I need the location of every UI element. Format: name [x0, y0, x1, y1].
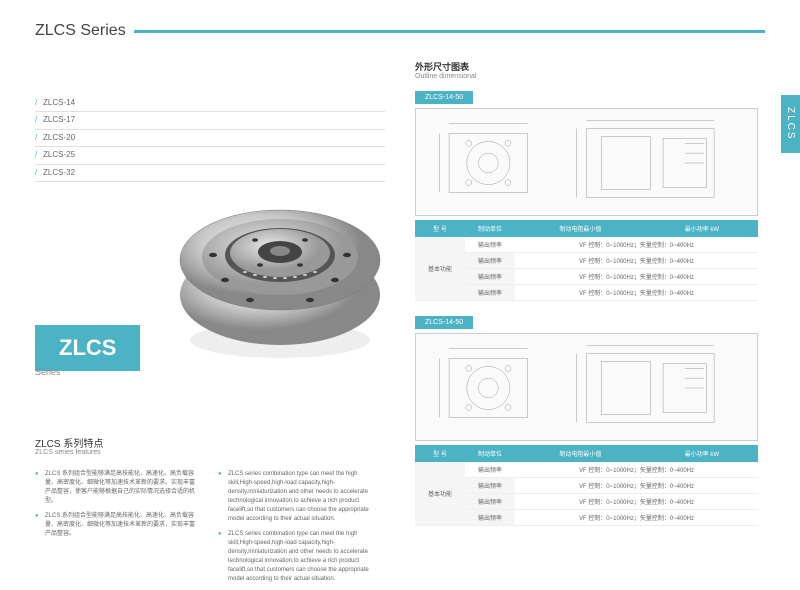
technical-drawing: [415, 333, 758, 441]
th: 制动电阻最小值: [515, 220, 646, 237]
table-row: 输出频率VF 控制：0~1000Hz；矢量控制：0~400Hz: [415, 478, 758, 494]
right-column: 外形尺寸图表 Outline dimensional ZLCS-14-50 型 …: [415, 60, 758, 536]
table-header-row: 型 号 制动单位 制动电阻最小值 最小功率 kW: [415, 220, 758, 237]
th: 最小功率 kW: [646, 220, 758, 237]
side-tab: ZLCS: [781, 95, 800, 153]
section-cell: 基本功能: [415, 237, 465, 301]
th: 制动电阻最小值: [515, 445, 646, 462]
cell: VF 控制：0~1000Hz；矢量控制：0~400Hz: [515, 494, 758, 510]
features-col-left: ZLCS 系列组合型能够满足高技能化、高速化、高负载容量、高密度化、细微化等加速…: [35, 470, 200, 590]
product-image: [165, 165, 395, 375]
outline-title-cn: 外形尺寸图表: [415, 60, 758, 73]
spec-table: 型 号 制动单位 制动电阻最小值 最小功率 kW 基本功能输出频率VF 控制：0…: [415, 220, 758, 301]
cell: 输出频率: [465, 478, 515, 494]
left-column: ZLCS-14 ZLCS-17 ZLCS-20 ZLCS-25 ZLCS-32 …: [35, 95, 385, 182]
outline-title-en: Outline dimensional: [415, 73, 758, 80]
cell: VF 控制：0~1000Hz；矢量控制：0~400Hz: [515, 237, 758, 253]
feature-item: ZLCS series combination type can meet th…: [218, 470, 383, 524]
cell: VF 控制：0~1000Hz；矢量控制：0~400Hz: [515, 269, 758, 285]
cell: 输出频率: [465, 285, 515, 301]
table-header-row: 型 号 制动单位 制动电阻最小值 最小功率 kW: [415, 445, 758, 462]
header-rule: [134, 30, 765, 33]
table-row: 输出频率VF 控制：0~1000Hz；矢量控制：0~400Hz: [415, 253, 758, 269]
page-header: ZLCS Series: [35, 22, 765, 40]
cell: 输出频率: [465, 462, 515, 478]
table-row: 基本功能输出频率VF 控制：0~1000Hz；矢量控制：0~400Hz: [415, 237, 758, 253]
th: 型 号: [415, 445, 465, 462]
feature-item: ZLCS 系列组合型能够满足高技能化、高速化、高负载容量、高密度化、细微化等加速…: [35, 470, 200, 506]
model-item[interactable]: ZLCS-25: [35, 147, 385, 164]
cell: 输出频率: [465, 269, 515, 285]
th: 最小功率 kW: [646, 445, 758, 462]
section-cell: 基本功能: [415, 462, 465, 526]
table-row: 输出频率VF 控制：0~1000Hz；矢量控制：0~400Hz: [415, 269, 758, 285]
cell: VF 控制：0~1000Hz；矢量控制：0~400Hz: [515, 285, 758, 301]
cell: VF 控制：0~1000Hz；矢量控制：0~400Hz: [515, 462, 758, 478]
table-row: 输出频率VF 控制：0~1000Hz；矢量控制：0~400Hz: [415, 510, 758, 526]
cell: 输出频率: [465, 510, 515, 526]
technical-drawing: [415, 108, 758, 216]
features-title-cn: ZLCS 系列特点: [35, 435, 103, 450]
cell: VF 控制：0~1000Hz；矢量控制：0~400Hz: [515, 510, 758, 526]
th: 制动单位: [465, 445, 515, 462]
spec-model-tab: ZLCS-14-50: [415, 316, 473, 329]
table-row: 输出频率VF 控制：0~1000Hz；矢量控制：0~400Hz: [415, 494, 758, 510]
table-row: 输出频率VF 控制：0~1000Hz；矢量控制：0~400Hz: [415, 285, 758, 301]
cell: 输出频率: [465, 494, 515, 510]
cell: VF 控制：0~1000Hz；矢量控制：0~400Hz: [515, 478, 758, 494]
feature-item: ZLCS 系列组合型能够满足高技能化、高速化、高负载容量、高密度化、细微化等加速…: [35, 512, 200, 539]
th: 制动单位: [465, 220, 515, 237]
features-col-right: ZLCS series combination type can meet th…: [218, 470, 383, 590]
model-item[interactable]: ZLCS-14: [35, 95, 385, 112]
page-title: ZLCS Series: [35, 22, 126, 40]
model-item[interactable]: ZLCS-17: [35, 112, 385, 129]
features-title-en: ZLCS series features: [35, 449, 101, 456]
spec-block: ZLCS-14-50 型 号 制动单位 制动电阻最小值 最小功率 kW 基本功能…: [415, 311, 758, 526]
spec-table: 型 号 制动单位 制动电阻最小值 最小功率 kW 基本功能输出频率VF 控制：0…: [415, 445, 758, 526]
th: 型 号: [415, 220, 465, 237]
model-item[interactable]: ZLCS-20: [35, 130, 385, 147]
series-badge: ZLCS: [35, 325, 140, 371]
table-row: 基本功能输出频率VF 控制：0~1000Hz；矢量控制：0~400Hz: [415, 462, 758, 478]
cell: VF 控制：0~1000Hz；矢量控制：0~400Hz: [515, 253, 758, 269]
spec-model-tab: ZLCS-14-50: [415, 91, 473, 104]
cell: 输出频率: [465, 253, 515, 269]
cell: 输出频率: [465, 237, 515, 253]
spec-block: ZLCS-14-50 型 号 制动单位 制动电阻最小值 最小功率 kW 基本功能…: [415, 86, 758, 301]
series-label: Series: [35, 367, 61, 377]
feature-item: ZLCS series combination type can meet th…: [218, 530, 383, 584]
features-columns: ZLCS 系列组合型能够满足高技能化、高速化、高负载容量、高密度化、细微化等加速…: [35, 470, 383, 590]
